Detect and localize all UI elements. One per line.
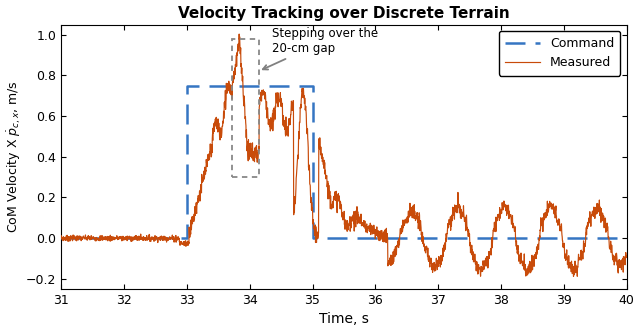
Command: [183, 236, 191, 240]
Title: Velocity Tracking over Discrete Terrain: Velocity Tracking over Discrete Terrain: [178, 6, 510, 21]
Measured: [236, 32, 243, 36]
Bar: [232, 39, 259, 177]
Command: [308, 236, 316, 240]
Measured: [105, 236, 113, 240]
Measured: [570, 275, 577, 279]
Command: [58, 236, 65, 240]
Command: [183, 84, 191, 88]
Command: [308, 84, 316, 88]
Line: Command: Command: [61, 86, 630, 238]
Command: [626, 236, 634, 240]
Line: Measured: Measured: [61, 34, 627, 277]
Measured: [524, 264, 532, 268]
Measured: [353, 211, 360, 215]
Text: Stepping over the
20-cm gap: Stepping over the 20-cm gap: [263, 27, 378, 69]
Measured: [262, 99, 269, 103]
Measured: [150, 235, 157, 239]
Measured: [58, 234, 65, 238]
X-axis label: Time, s: Time, s: [319, 312, 369, 326]
Measured: [367, 227, 374, 231]
Legend: Command, Measured: Command, Measured: [499, 31, 620, 75]
Y-axis label: CoM Velocity X $\dot{p}_{c,x}$, m/s: CoM Velocity X $\dot{p}_{c,x}$, m/s: [6, 80, 23, 233]
Measured: [623, 254, 630, 258]
